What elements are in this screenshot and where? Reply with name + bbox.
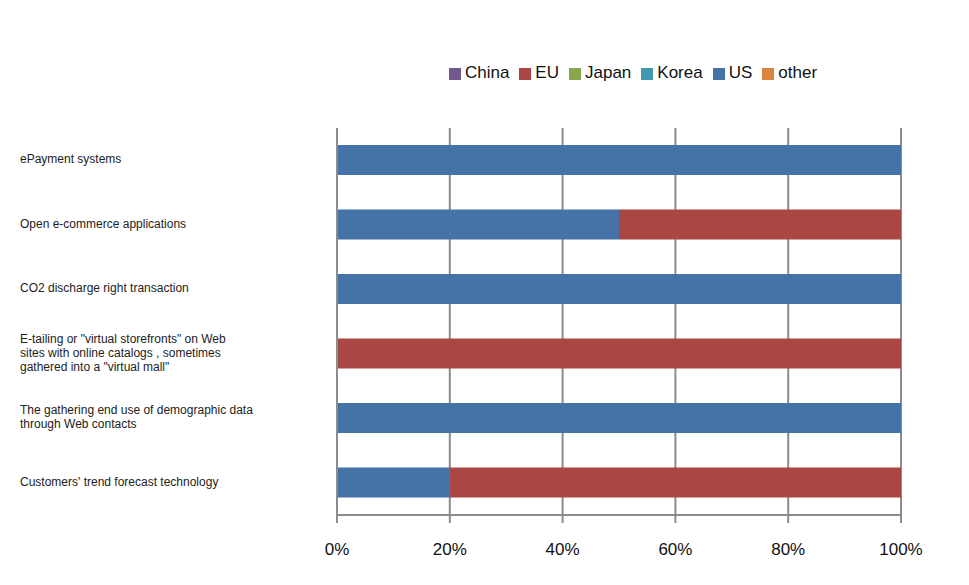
svg-text:60%: 60%	[658, 540, 692, 559]
svg-text:Customers' trend forecast tech: Customers' trend forecast technology	[20, 475, 218, 489]
html-text:other: other	[778, 63, 818, 82]
html-text:Japan: Japan	[585, 63, 632, 82]
html-text:EU: EU	[535, 63, 559, 82]
svg-text:CO2 discharge right transactio: CO2 discharge right transaction	[20, 281, 189, 295]
svg-text:E-tailing or "virtual storefr: E-tailing or "virtual storefronts" on We…	[20, 332, 226, 374]
svg-text:0%: 0%	[325, 540, 350, 559]
html-text:China: China	[464, 63, 510, 82]
html-text:US: US	[728, 63, 753, 82]
svg-text:100%: 100%	[879, 540, 922, 559]
svg-text:20%: 20%	[433, 540, 467, 559]
svg-text:Open e-commerce applications: Open e-commerce applications	[20, 217, 186, 231]
html-text:Korea: Korea	[657, 63, 703, 82]
svg-text:80%: 80%	[771, 540, 805, 559]
svg-text:40%: 40%	[546, 540, 580, 559]
svg-text:ePayment systems: ePayment systems	[20, 152, 121, 166]
svg-text:The gathering end use of demo: The gathering end use of demographic dat…	[20, 403, 253, 431]
